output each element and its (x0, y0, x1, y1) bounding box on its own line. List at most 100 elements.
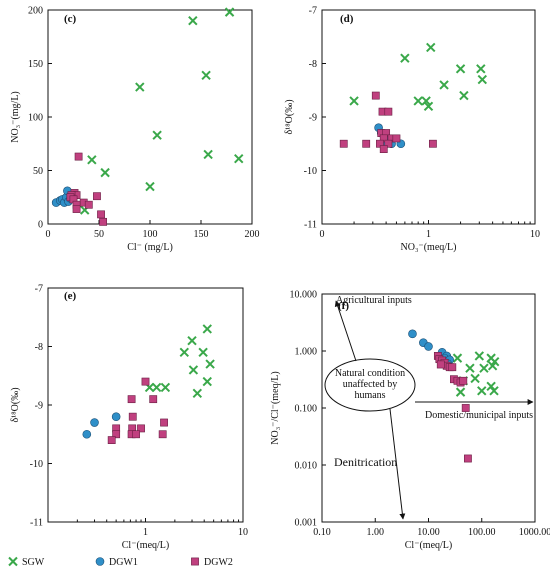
dgw2-point (459, 376, 468, 385)
y-tick-label: 0.010 (295, 461, 318, 472)
sgw-point (477, 386, 487, 396)
sgw-point (224, 7, 235, 17)
dgw2-point (461, 404, 470, 412)
plot-frame (47, 287, 244, 523)
x-axis-label: NO₃⁻(meq/L) (401, 242, 457, 253)
sgw-stroke (100, 167, 110, 178)
legend-item-sgw: SGW (8, 556, 45, 568)
x-axis-label: Cl⁻(meq/L) (122, 540, 170, 551)
dgw2-point (158, 430, 167, 439)
sgw-stroke (145, 181, 155, 192)
sgw-point (349, 96, 359, 106)
sgw-stroke (198, 347, 208, 358)
dgw1-point (82, 429, 92, 439)
sgw-stroke (135, 82, 145, 92)
dgw2-point (149, 395, 158, 404)
dgw2-point (362, 139, 371, 148)
sgw-point (192, 388, 203, 399)
y-tick-label: 10.000 (290, 290, 318, 301)
legend-label: DGW2 (204, 557, 233, 568)
sgw-point (160, 382, 171, 393)
dgw2-point (384, 107, 393, 116)
sgw-point (201, 70, 211, 80)
sgw-point (413, 96, 423, 106)
natural-condition-text: humans (354, 390, 385, 401)
sgw-stroke (413, 96, 423, 106)
circle-marker (95, 557, 105, 566)
sgw-point (439, 80, 449, 90)
x-tick-label: 1 (426, 229, 431, 240)
sgw-stroke (202, 376, 212, 387)
x-tick-label: 10.00 (417, 527, 440, 538)
y-tick-label: -9 (309, 113, 317, 124)
natural-condition-text: Natural condition (335, 368, 405, 379)
sgw-stroke (477, 74, 488, 85)
dgw2-point (436, 360, 445, 369)
x-tick-label: 0.10 (313, 527, 331, 538)
legend-item-dgw1: DGW1 (95, 557, 138, 568)
series-sgw (144, 324, 215, 399)
series-dgw2 (66, 152, 107, 226)
panel-f: 0.10 1.00 10.00 100.00 1000.00 10.000 1.000 0.1… (270, 290, 550, 552)
x-tick-label: 0 (46, 229, 51, 240)
sgw-stroke (188, 365, 199, 375)
dgw2-point (112, 430, 121, 439)
y-tick-label: 200 (28, 6, 43, 17)
sgw-point (421, 96, 431, 106)
y-tick-label: 150 (28, 59, 43, 70)
panel-e: 1 10 -7 -8 -9 -10 -11 (e) Cl⁻(meq/L) δ¹⁸O(‰) (10, 284, 248, 552)
sgw-point (135, 82, 145, 92)
sgw-point (470, 373, 480, 384)
sgw-point (477, 74, 488, 85)
domestic-label: Domestic/municipal inputs (425, 410, 533, 421)
sgw-point (203, 149, 213, 160)
sgw-stroke (439, 80, 449, 90)
sgw-point (202, 376, 212, 387)
sgw-point (465, 363, 475, 373)
dgw2-point (141, 377, 150, 386)
sgw-point (188, 15, 198, 26)
dgw2-point (371, 91, 380, 100)
dgw2-point (429, 139, 437, 148)
panel-label: (c) (64, 13, 77, 25)
panel-label: (d) (340, 13, 354, 25)
sgw-point (489, 356, 500, 367)
sgw-stroke (455, 64, 466, 74)
sgw-point (151, 382, 162, 393)
sgw-stroke (459, 90, 469, 101)
sgw-stroke (489, 386, 499, 396)
series-dgw2 (339, 91, 437, 153)
y-axis-label: NO₃⁻(mg/L) (10, 91, 21, 143)
sgw-point (459, 90, 469, 101)
sgw-point (152, 130, 162, 140)
sgw-stroke (202, 324, 212, 334)
x-tick-label: 10 (530, 229, 540, 240)
sgw-point (426, 42, 436, 53)
y-tick-label: 1.000 (295, 347, 318, 358)
y-tick-label: -8 (309, 59, 317, 70)
series-dgw2 (107, 377, 168, 444)
y-axis-label: NO₃⁻/Cl⁻(meq/L) (270, 371, 281, 444)
sgw-stroke (160, 382, 171, 393)
dgw2-point (160, 418, 168, 427)
sgw-point (489, 386, 499, 396)
sgw-point (100, 167, 110, 178)
sgw-stroke (470, 373, 480, 384)
dgw2-point (74, 152, 83, 161)
y-tick-label: -8 (35, 342, 43, 353)
dgw2-point (464, 454, 472, 463)
sgw-stroke (144, 382, 155, 393)
y-tick-label: 100 (28, 113, 43, 124)
sgw-point (205, 359, 215, 369)
x-tick-label: 10 (238, 527, 248, 538)
sgw-point (486, 381, 496, 392)
dgw2-point (97, 210, 105, 219)
x-tick-label: 1000.00 (519, 527, 550, 538)
sgw-point (400, 53, 410, 63)
sgw-stroke (476, 64, 486, 74)
panel-label: (f) (338, 300, 349, 312)
sgw-stroke (421, 96, 431, 106)
sgw-stroke (479, 363, 489, 373)
